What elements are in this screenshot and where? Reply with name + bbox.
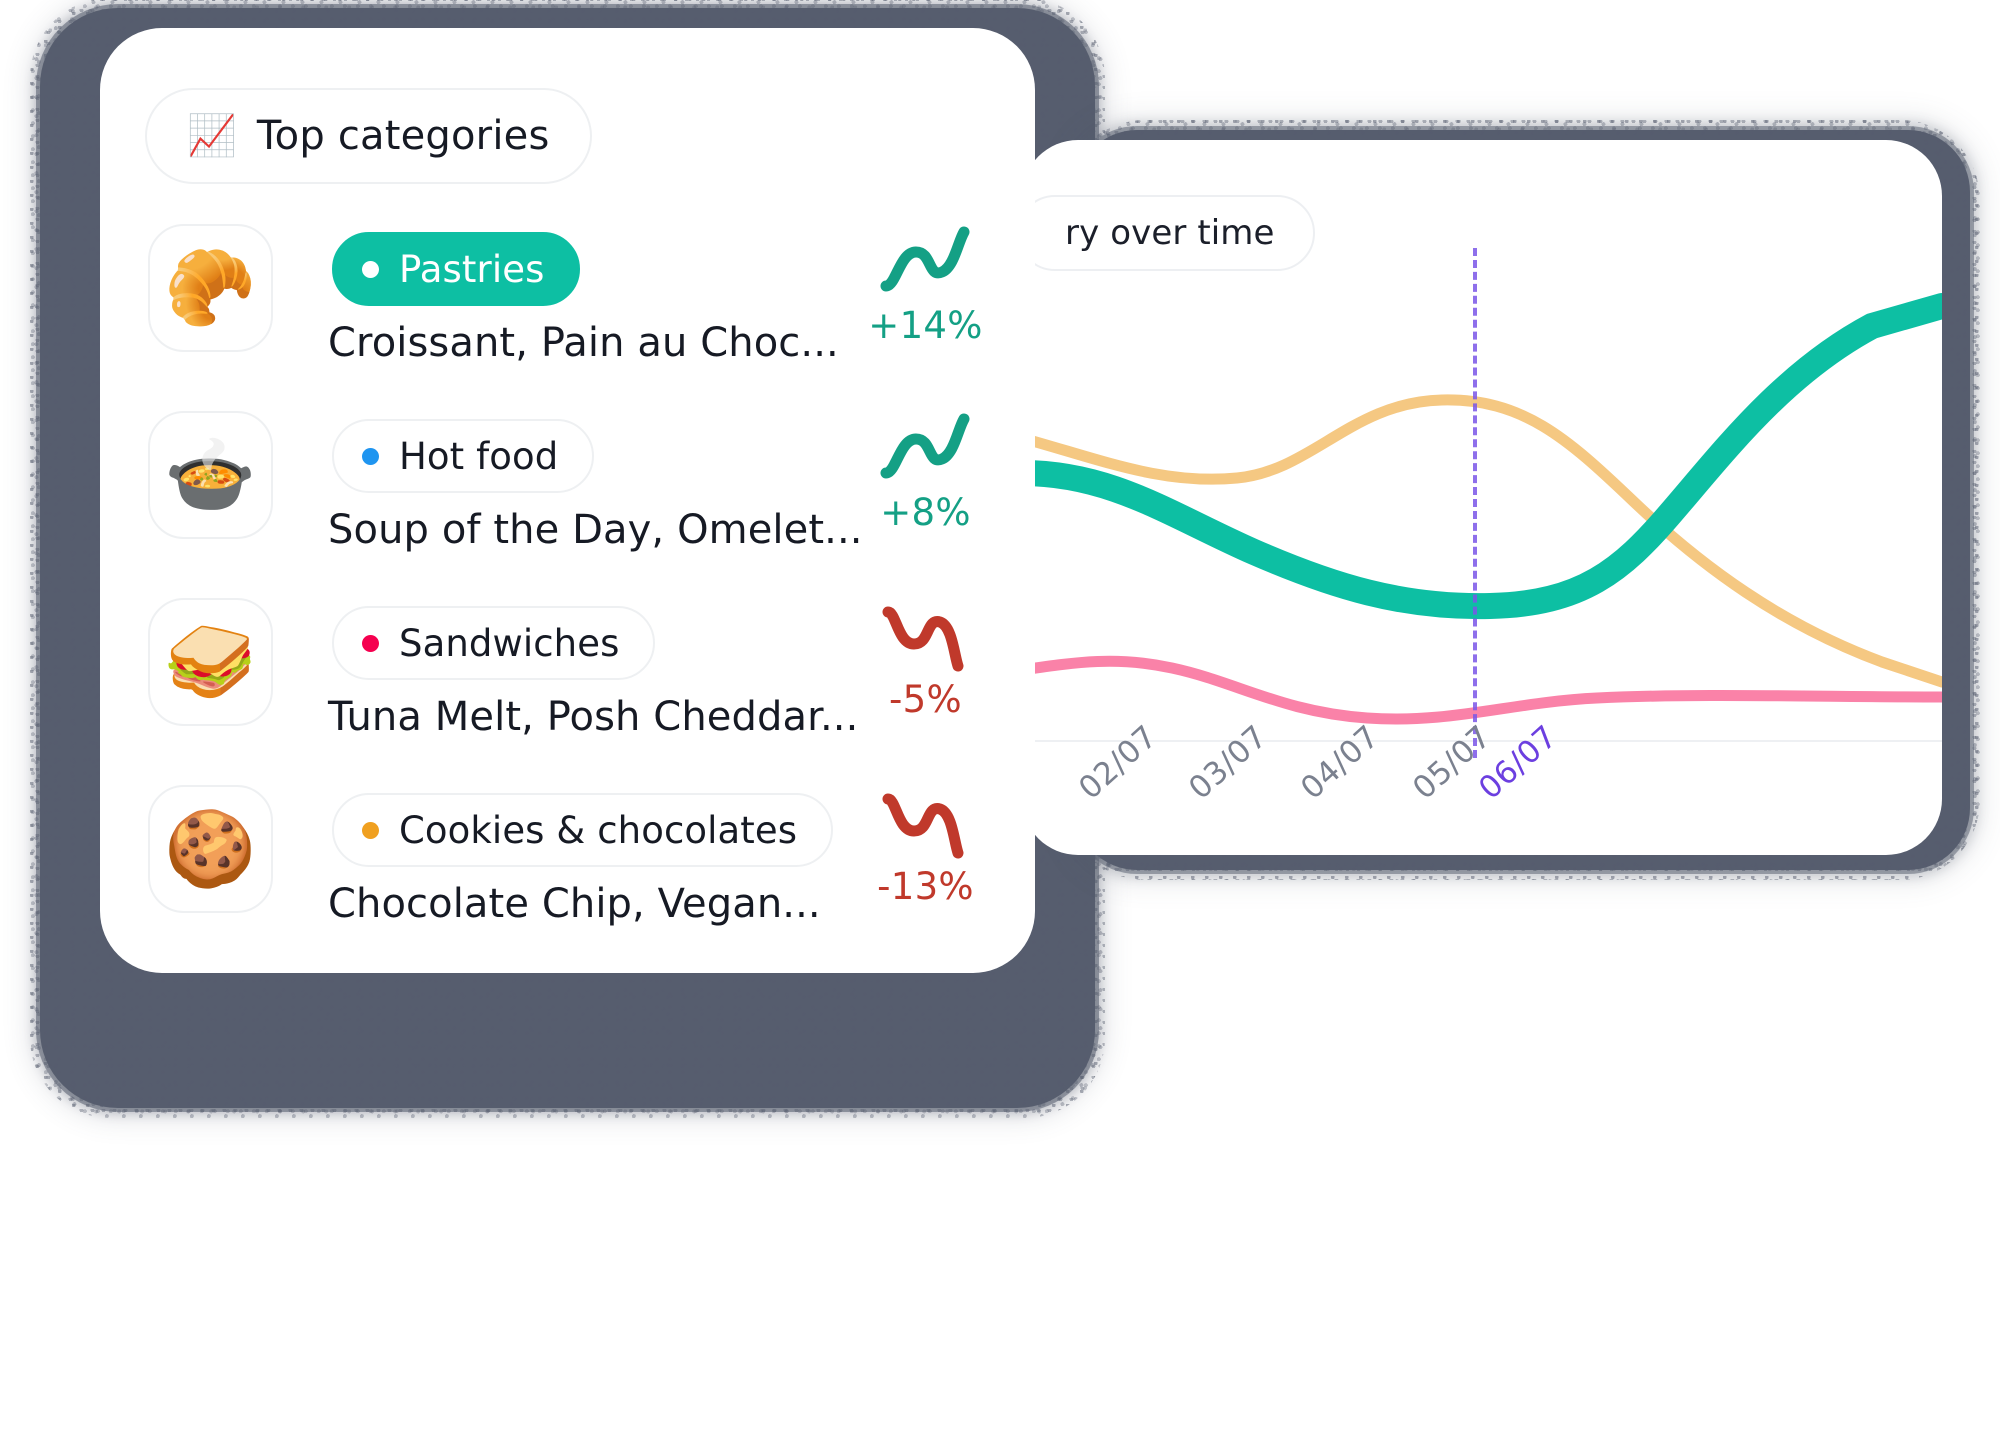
- category-dot-icon: [362, 260, 379, 278]
- category-name: Pastries: [399, 247, 545, 291]
- croissant-icon: 🥐: [148, 224, 273, 352]
- category-pill-hot-food[interactable]: Hot food: [332, 419, 595, 493]
- trend-indicator: +8%: [848, 409, 1003, 534]
- category-dot-icon: [362, 634, 379, 652]
- chart-line-teal: [1022, 293, 1942, 620]
- chart-baseline: [1022, 740, 1942, 742]
- chart-line-amber: [1022, 394, 1942, 688]
- category-pill-pastries[interactable]: Pastries: [332, 232, 581, 306]
- category-items: Soup of the Day, Omelet...: [328, 507, 863, 553]
- cookie-icon: 🍪: [148, 785, 273, 913]
- category-name: Cookies & chocolates: [399, 808, 798, 852]
- chart-marker-line: [1473, 248, 1477, 758]
- category-name: Sandwiches: [399, 621, 620, 665]
- trend-indicator: -13%: [848, 783, 1003, 908]
- chart-card-title: ry over time: [1065, 213, 1275, 253]
- top-categories-card: 📈 Top categories 🥐 Pastries Croissant, P…: [100, 28, 1035, 973]
- category-items: Tuna Melt, Posh Cheddar...: [328, 694, 859, 740]
- trend-delta: -13%: [877, 865, 974, 908]
- trend-delta: +8%: [880, 491, 971, 534]
- page-title: Top categories: [256, 113, 550, 159]
- sandwich-icon: 🥪: [148, 598, 273, 726]
- chart-line-pink: [1022, 655, 1942, 725]
- trend-delta: +14%: [868, 304, 983, 347]
- chart-xtick-1: 03/07: [1182, 718, 1275, 807]
- list-item[interactable]: 🥪 Sandwiches Tuna Melt, Posh Cheddar... …: [100, 582, 1035, 769]
- category-list: 🥐 Pastries Croissant, Pain au Choc... +1…: [100, 208, 1035, 956]
- trend-down-sparkline-icon: [882, 793, 963, 859]
- list-item[interactable]: 🍲 Hot food Soup of the Day, Omelet... +8…: [100, 395, 1035, 582]
- chart-xtick-2: 04/07: [1294, 718, 1387, 807]
- list-item[interactable]: 🥐 Pastries Croissant, Pain au Choc... +1…: [100, 208, 1035, 395]
- chart-xtick-0: 02/07: [1072, 718, 1165, 807]
- trend-down-sparkline-icon: [882, 606, 963, 672]
- category-pill-cookies-chocolates[interactable]: Cookies & chocolates: [332, 793, 834, 867]
- trend-up-sparkline-icon: [880, 413, 969, 479]
- trend-indicator: -5%: [848, 596, 1003, 721]
- category-dot-icon: [362, 821, 379, 839]
- category-dot-icon: [362, 447, 379, 465]
- chart-plot: [1022, 290, 1942, 730]
- list-item[interactable]: 🍪 Cookies & chocolates Chocolate Chip, V…: [100, 769, 1035, 956]
- trend-up-sparkline-icon: [880, 226, 969, 292]
- trend-indicator: +14%: [848, 222, 1003, 347]
- chart-increasing-icon: 📈: [187, 113, 237, 159]
- top-categories-header-pill[interactable]: 📈 Top categories: [145, 88, 592, 184]
- chart-card: ry over time 02/07 03/07 04/07 05/07 06/…: [1022, 140, 1942, 855]
- pot-of-food-icon: 🍲: [148, 411, 273, 539]
- chart-card-title-pill[interactable]: ry over time: [1022, 195, 1315, 271]
- category-items: Croissant, Pain au Choc...: [328, 320, 839, 366]
- category-name: Hot food: [399, 434, 559, 478]
- category-items: Chocolate Chip, Vegan...: [328, 881, 821, 927]
- category-pill-sandwiches[interactable]: Sandwiches: [332, 606, 656, 680]
- trend-delta: -5%: [889, 678, 962, 721]
